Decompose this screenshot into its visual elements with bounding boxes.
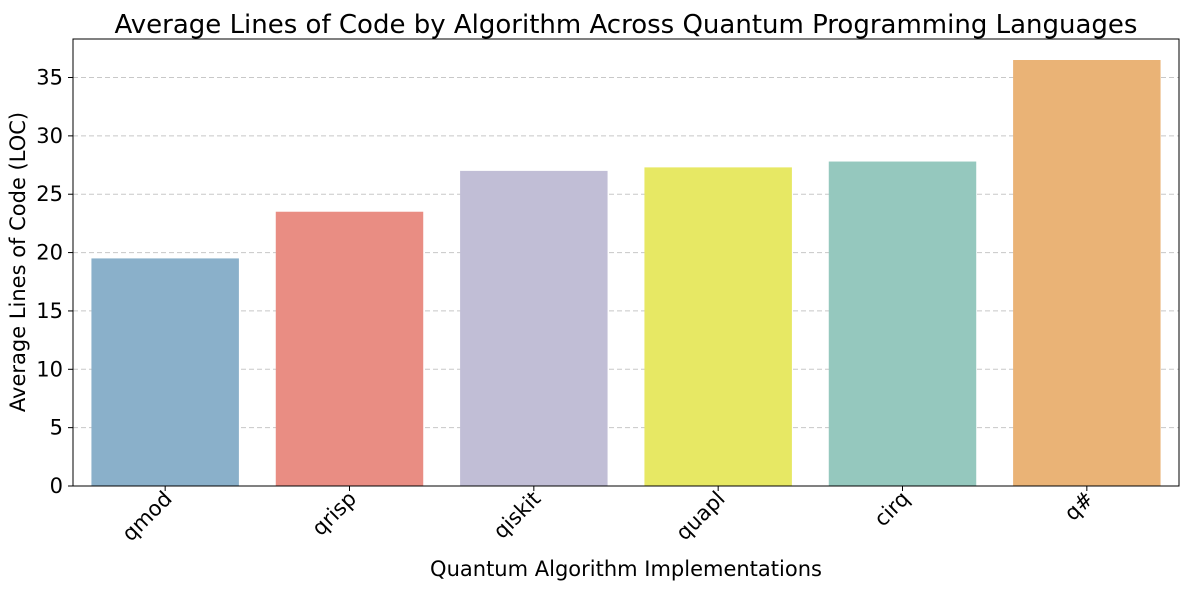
x-tick-label: quapl — [671, 487, 729, 545]
y-axis-ticks: 0 5 10 15 20 25 30 35 — [36, 66, 73, 498]
bar-qiskit — [460, 170, 608, 486]
bar-qrisp — [275, 211, 424, 486]
bars — [91, 60, 1161, 486]
x-tick-label: cirq — [869, 487, 914, 532]
chart-title: Average Lines of Code by Algorithm Acros… — [115, 10, 1138, 40]
y-tick-label: 0 — [50, 474, 63, 498]
y-gridlines — [73, 77, 1179, 429]
y-tick-label: 15 — [36, 299, 63, 323]
y-tick-label: 5 — [50, 416, 63, 440]
y-tick-label: 35 — [36, 66, 63, 90]
y-tick-label: 10 — [36, 357, 63, 381]
plot-frame — [72, 38, 1180, 487]
x-tick-label: qmod — [117, 487, 176, 546]
y-tick-label: 20 — [36, 241, 63, 265]
y-tick-label: 30 — [36, 124, 63, 148]
y-tick-label: 25 — [36, 182, 63, 206]
bar-quapl — [644, 167, 792, 486]
y-axis-label: Average Lines of Code (LOC) — [6, 112, 30, 412]
x-tick-label: qrisp — [307, 487, 361, 541]
bar-cirq — [828, 161, 977, 486]
x-tick-label: qiskit — [489, 487, 546, 544]
x-axis-label: Quantum Algorithm Implementations — [430, 557, 822, 581]
x-tick-label: q# — [1060, 487, 1099, 526]
bar-q# — [1013, 60, 1161, 486]
bar-qmod — [91, 258, 239, 486]
x-axis-ticks: qmod qrisp qiskit quapl cirq q# — [117, 486, 1098, 546]
